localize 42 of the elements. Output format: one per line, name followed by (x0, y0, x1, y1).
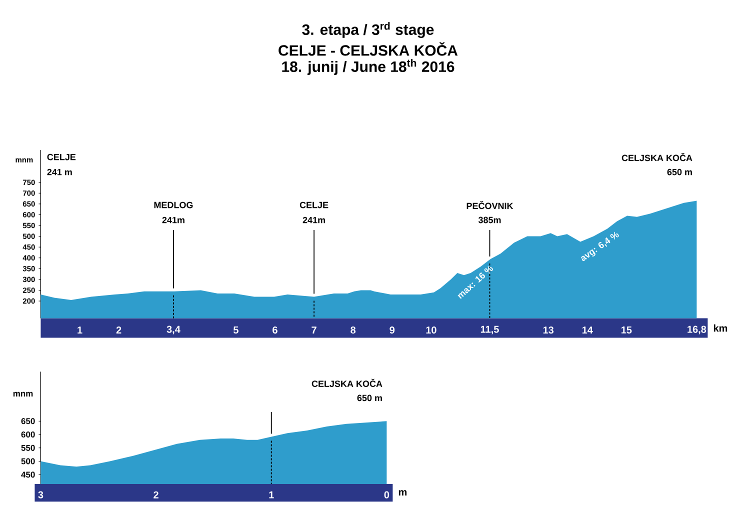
x-tick-label: 8 (350, 326, 356, 334)
annotation: 241m (162, 216, 184, 224)
y-tick-label: 500 (21, 458, 35, 464)
x-axis-title: km (714, 324, 728, 332)
x-tick-label: 15 (621, 326, 632, 334)
chart-title: 3. etapa / 3$^{rd}$ stage (302, 22, 434, 38)
x-tick-label: 11,5 (480, 326, 499, 334)
y-axis-title: mnm (13, 392, 33, 396)
annotation: CELJSKA KOČA (312, 378, 382, 387)
annotation: CELJSKA KOČA (622, 152, 692, 162)
x-tick-label: 1 (269, 491, 274, 498)
x-tick-label: 2 (116, 326, 122, 334)
x-tick-label: 3,4 (166, 326, 180, 334)
x-tick-label: 6 (272, 326, 278, 334)
annotation: MEDLOG (154, 202, 193, 208)
x-tick-label: 5 (233, 326, 238, 334)
x-tick-label: 1 (78, 326, 82, 334)
x-tick-label: 14 (582, 326, 593, 334)
annotation: avg: 6,4 % (581, 232, 619, 262)
chart-subtitle: CELJE - CELJSKA KOČA (278, 42, 458, 56)
y-tick-label: 450 (21, 472, 35, 478)
annotation: CELJE (300, 202, 328, 208)
x-tick-label: 7 (312, 326, 316, 334)
annotation: CELJE (47, 154, 76, 160)
y-tick-label: 600 (21, 432, 35, 438)
x-tick-label: 9 (390, 326, 395, 334)
x-tick-label: 13 (543, 326, 554, 334)
x-tick-label: 0 (384, 491, 390, 498)
annotation: PEČOVNIK (466, 200, 514, 210)
text: 18. junij / June 18$^{th}$ 2016 (282, 59, 454, 75)
x-tick-label: 2 (154, 491, 158, 498)
y-tick-label: 650 (21, 418, 35, 424)
annotation: 650 m (667, 168, 692, 176)
x-tick-label: 10 (426, 326, 436, 334)
annotation: 241 m (47, 168, 72, 176)
y-tick-label: 550 (21, 444, 35, 451)
annotation: 650 m (357, 394, 382, 402)
x-tick-label: 16,8 (688, 326, 706, 334)
annotation: 241m (302, 216, 325, 224)
x-axis-title: m (398, 490, 407, 496)
x-tick-label: 3 (38, 491, 44, 498)
annotation: 385m (478, 216, 501, 224)
